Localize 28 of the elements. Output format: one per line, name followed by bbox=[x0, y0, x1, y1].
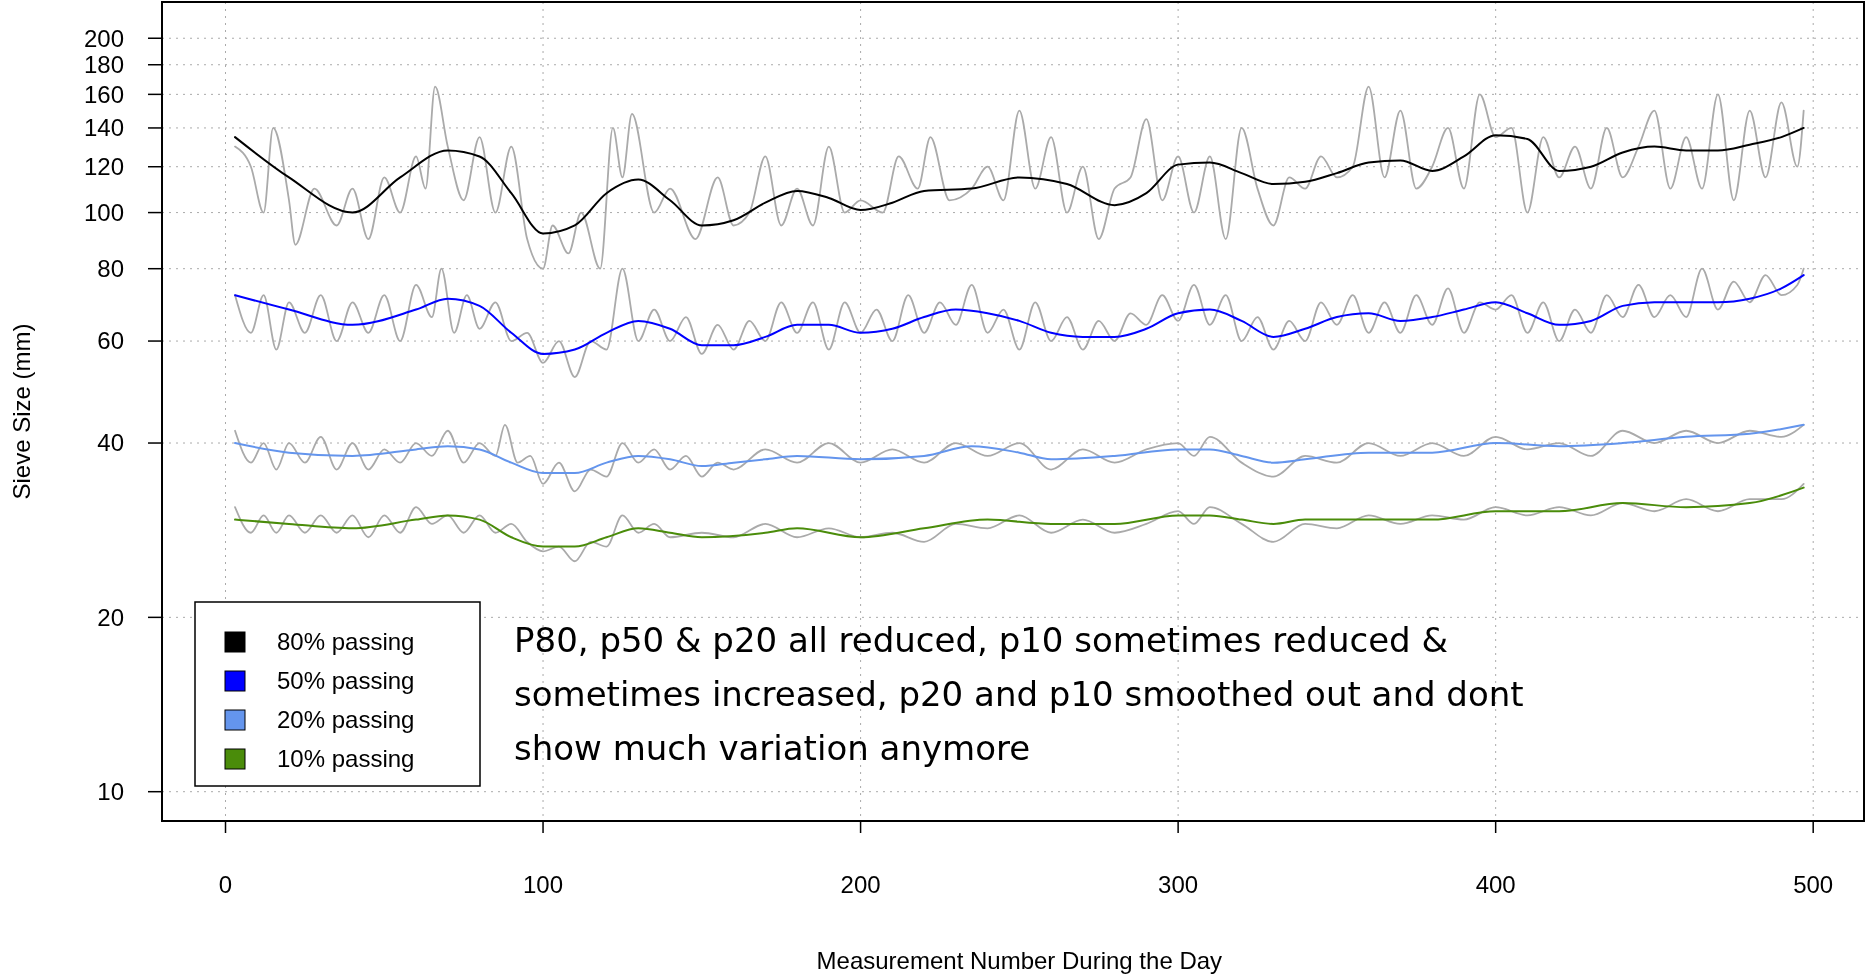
y-tick-label: 60 bbox=[97, 327, 124, 355]
y-tick-label: 200 bbox=[83, 24, 124, 52]
legend-label: 20% passing bbox=[277, 706, 415, 734]
y-axis-title: Sieve Size (mm) bbox=[8, 323, 35, 500]
x-tick-label: 100 bbox=[523, 871, 564, 898]
y-tick-label: 140 bbox=[83, 114, 124, 142]
legend-label: 80% passing bbox=[277, 628, 415, 656]
y-tick-label: 10 bbox=[97, 778, 124, 806]
x-tick-label: 200 bbox=[840, 871, 881, 898]
y-tick-label: 100 bbox=[83, 198, 124, 226]
x-tick-label: 0 bbox=[218, 871, 233, 898]
line-series bbox=[234, 126, 1805, 235]
y-tick-label: 80 bbox=[97, 255, 124, 283]
legend-label: 10% passing bbox=[277, 745, 415, 773]
x-tick-label: 400 bbox=[1475, 871, 1516, 898]
x-axis-title: Measurement Number During the Day bbox=[816, 947, 1223, 974]
line-series bbox=[234, 486, 1805, 548]
line-series bbox=[234, 274, 1805, 355]
y-tick-label: 120 bbox=[83, 153, 124, 181]
annotation: P80, p50 & p20 all reduced, p10 sometimes reduced & sometimes increased, p20 and p10 smoothed out and dont show much variation anymore bbox=[514, 620, 1524, 768]
x-tick-label: 300 bbox=[1158, 871, 1199, 898]
y-tick-label: 160 bbox=[83, 80, 124, 108]
legend-label: 50% passing bbox=[277, 667, 415, 695]
x-tick-label: 500 bbox=[1793, 871, 1834, 898]
y-tick-label: 180 bbox=[83, 51, 124, 79]
y-tick-label: 40 bbox=[97, 429, 124, 457]
line-series bbox=[234, 423, 1805, 475]
y-tick-label: 20 bbox=[97, 603, 124, 631]
